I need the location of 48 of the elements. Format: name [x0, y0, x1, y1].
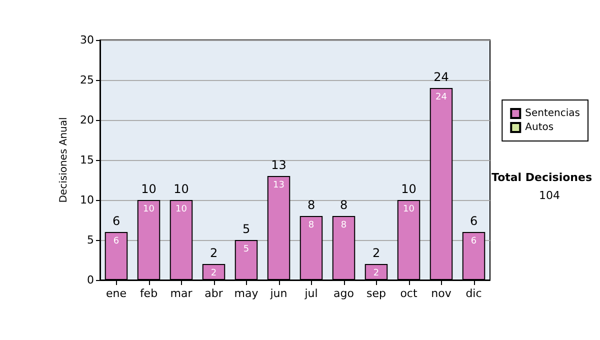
data-label: 13: [273, 180, 284, 190]
data-label: 2: [373, 268, 380, 278]
data-label: 10: [403, 204, 415, 214]
text: 104: [539, 189, 560, 202]
total-label: 10: [141, 182, 156, 196]
x-tick-label: ene: [106, 287, 127, 300]
data-label: 6: [470, 236, 477, 246]
total-label: 6: [470, 214, 478, 228]
y-tick-label: 25: [80, 74, 94, 86]
x-tick-label: nov: [431, 287, 452, 300]
y-tick-label: 30: [80, 34, 94, 46]
data-label: 8: [340, 220, 347, 230]
y-tick-label: 10: [80, 194, 94, 206]
data-label: 5: [243, 244, 250, 254]
total-label: 2: [210, 246, 218, 260]
x-tick-label: abr: [204, 287, 224, 300]
total-label: 10: [401, 182, 416, 196]
text: Total Decisiones: [492, 171, 592, 184]
total-label: 6: [112, 214, 120, 228]
total-label: 8: [340, 198, 348, 212]
data-label: 8: [308, 220, 314, 230]
x-tick-label: oct: [400, 287, 418, 300]
data-label: 10: [143, 204, 155, 214]
y-tick-label: 5: [87, 234, 94, 246]
x-tick-label: may: [234, 287, 259, 300]
total-label: 8: [307, 198, 316, 212]
legend-label: Autos: [525, 122, 554, 133]
x-tick-label: dic: [466, 287, 482, 300]
total-label: 2: [372, 246, 380, 260]
data-label: 6: [113, 236, 120, 246]
x-tick-label: sep: [366, 287, 386, 300]
x-tick-label: jun: [269, 287, 288, 300]
total-label: 5: [242, 222, 250, 236]
total-label: 13: [271, 158, 286, 172]
x-tick-label: jul: [304, 287, 318, 300]
data-label: 24: [436, 92, 448, 102]
y-tick-label: 0: [87, 274, 94, 286]
data-label: 2: [210, 268, 217, 278]
total-label: 24: [434, 70, 449, 84]
x-tick-label: mar: [170, 287, 193, 300]
y-tick-label: 20: [80, 114, 94, 126]
total-label: 10: [174, 182, 189, 196]
x-tick-label: feb: [140, 287, 158, 300]
legend-label: Sentencias: [525, 108, 580, 119]
y-tick-label: 15: [80, 154, 94, 166]
x-tick-label: ago: [334, 287, 354, 300]
y-axis-title: Decisiones Anual: [58, 117, 70, 203]
data-label: 10: [176, 204, 188, 214]
